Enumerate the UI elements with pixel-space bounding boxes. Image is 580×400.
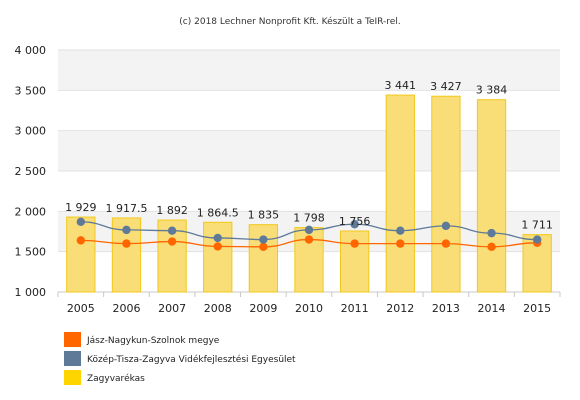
- series-point: [487, 242, 496, 252]
- series-point: [532, 235, 542, 244]
- x-tick-label: 2012: [386, 302, 414, 315]
- y-tick-label: 1 000: [15, 286, 47, 299]
- grid-band: [58, 130, 560, 171]
- legend-label: Közép-Tisza-Zagyva Vidékfejlesztési Egye…: [87, 354, 296, 365]
- series-point: [76, 217, 86, 227]
- bar-data-label: 1 756: [339, 215, 371, 228]
- series-point: [350, 220, 359, 229]
- grid-band: [58, 50, 560, 91]
- series-point: [122, 225, 131, 235]
- bar-data-label: 1 929: [65, 201, 97, 214]
- bar: [66, 216, 96, 293]
- series-point: [76, 236, 86, 245]
- x-tick-label: 2008: [204, 302, 232, 315]
- legend-swatch: [64, 332, 81, 347]
- series-point: [213, 242, 222, 251]
- y-tick-label: 3 500: [15, 84, 47, 97]
- legend-label: Jász-Nagykun-Szolnok megye: [86, 336, 220, 346]
- series-point: [167, 237, 177, 246]
- bar-series: [66, 94, 552, 293]
- series-point: [167, 226, 177, 235]
- y-tick-label: 3 000: [15, 125, 47, 138]
- x-tick-label: 2007: [158, 302, 186, 315]
- bar: [248, 224, 279, 293]
- series-point: [396, 226, 405, 235]
- series-point: [304, 235, 314, 244]
- y-tick-label: 1 500: [15, 246, 47, 259]
- bar-data-label: 3 427: [430, 80, 462, 93]
- x-tick-label: 2011: [341, 302, 369, 315]
- bar-data-label: 1 864.5: [197, 206, 239, 219]
- bar-data-label: 1 711: [521, 219, 553, 232]
- series-point: [350, 239, 359, 248]
- bar-data-label: 3 441: [385, 79, 417, 92]
- legend-swatch: [64, 351, 81, 366]
- series-point: [259, 235, 268, 244]
- legend-swatch: [64, 370, 81, 385]
- x-tick-label: 2014: [478, 302, 506, 315]
- bar-data-label: 1 835: [248, 209, 280, 222]
- series-point: [259, 242, 268, 252]
- series-point: [122, 239, 131, 248]
- y-axis: 1 000 1 500 2 000 2 500 3 000 3 500 4 000: [15, 44, 47, 299]
- x-axis: 2005 2006 2007 2008 2009 2010 2011 2012 2013 2014…: [57, 291, 561, 315]
- bar: [476, 99, 507, 293]
- bar-data-label: 1 892: [156, 204, 188, 217]
- legend: Jász-Nagykun-Szolnok megye Közép-Tisza-Za…: [64, 332, 296, 385]
- bar-data-label: 3 384: [476, 84, 508, 97]
- series-point: [441, 221, 451, 231]
- bar: [431, 95, 461, 293]
- grid-bands: [58, 50, 560, 252]
- bar: [385, 94, 415, 293]
- x-tick-label: 2015: [523, 302, 551, 315]
- series-point: [396, 239, 405, 248]
- chart-credit: (c) 2018 Lechner Nonprofit Kft. Készült …: [179, 16, 400, 27]
- x-tick-label: 2013: [432, 302, 460, 315]
- line-series: [76, 217, 542, 252]
- x-tick-label: 2006: [112, 302, 140, 315]
- y-tick-label: 2 000: [15, 205, 47, 218]
- bar-data-label: 1 798: [293, 212, 325, 225]
- bar: [203, 221, 233, 293]
- x-tick-label: 2005: [67, 302, 95, 315]
- series-point: [487, 228, 496, 238]
- legend-label: Zagyvarékas: [87, 373, 145, 384]
- y-tick-label: 4 000: [15, 44, 47, 57]
- series-point: [213, 233, 222, 243]
- x-tick-label: 2010: [295, 302, 323, 315]
- series-point: [304, 225, 314, 235]
- x-tick-label: 2009: [249, 302, 277, 315]
- data-labels: 1 929 1 917.5 1 892 1 864.5 1 835 1 798 1 756 3…: [65, 79, 553, 232]
- series-point: [441, 239, 451, 248]
- bar-data-label: 1 917.5: [105, 202, 147, 215]
- y-tick-label: 2 500: [15, 165, 47, 178]
